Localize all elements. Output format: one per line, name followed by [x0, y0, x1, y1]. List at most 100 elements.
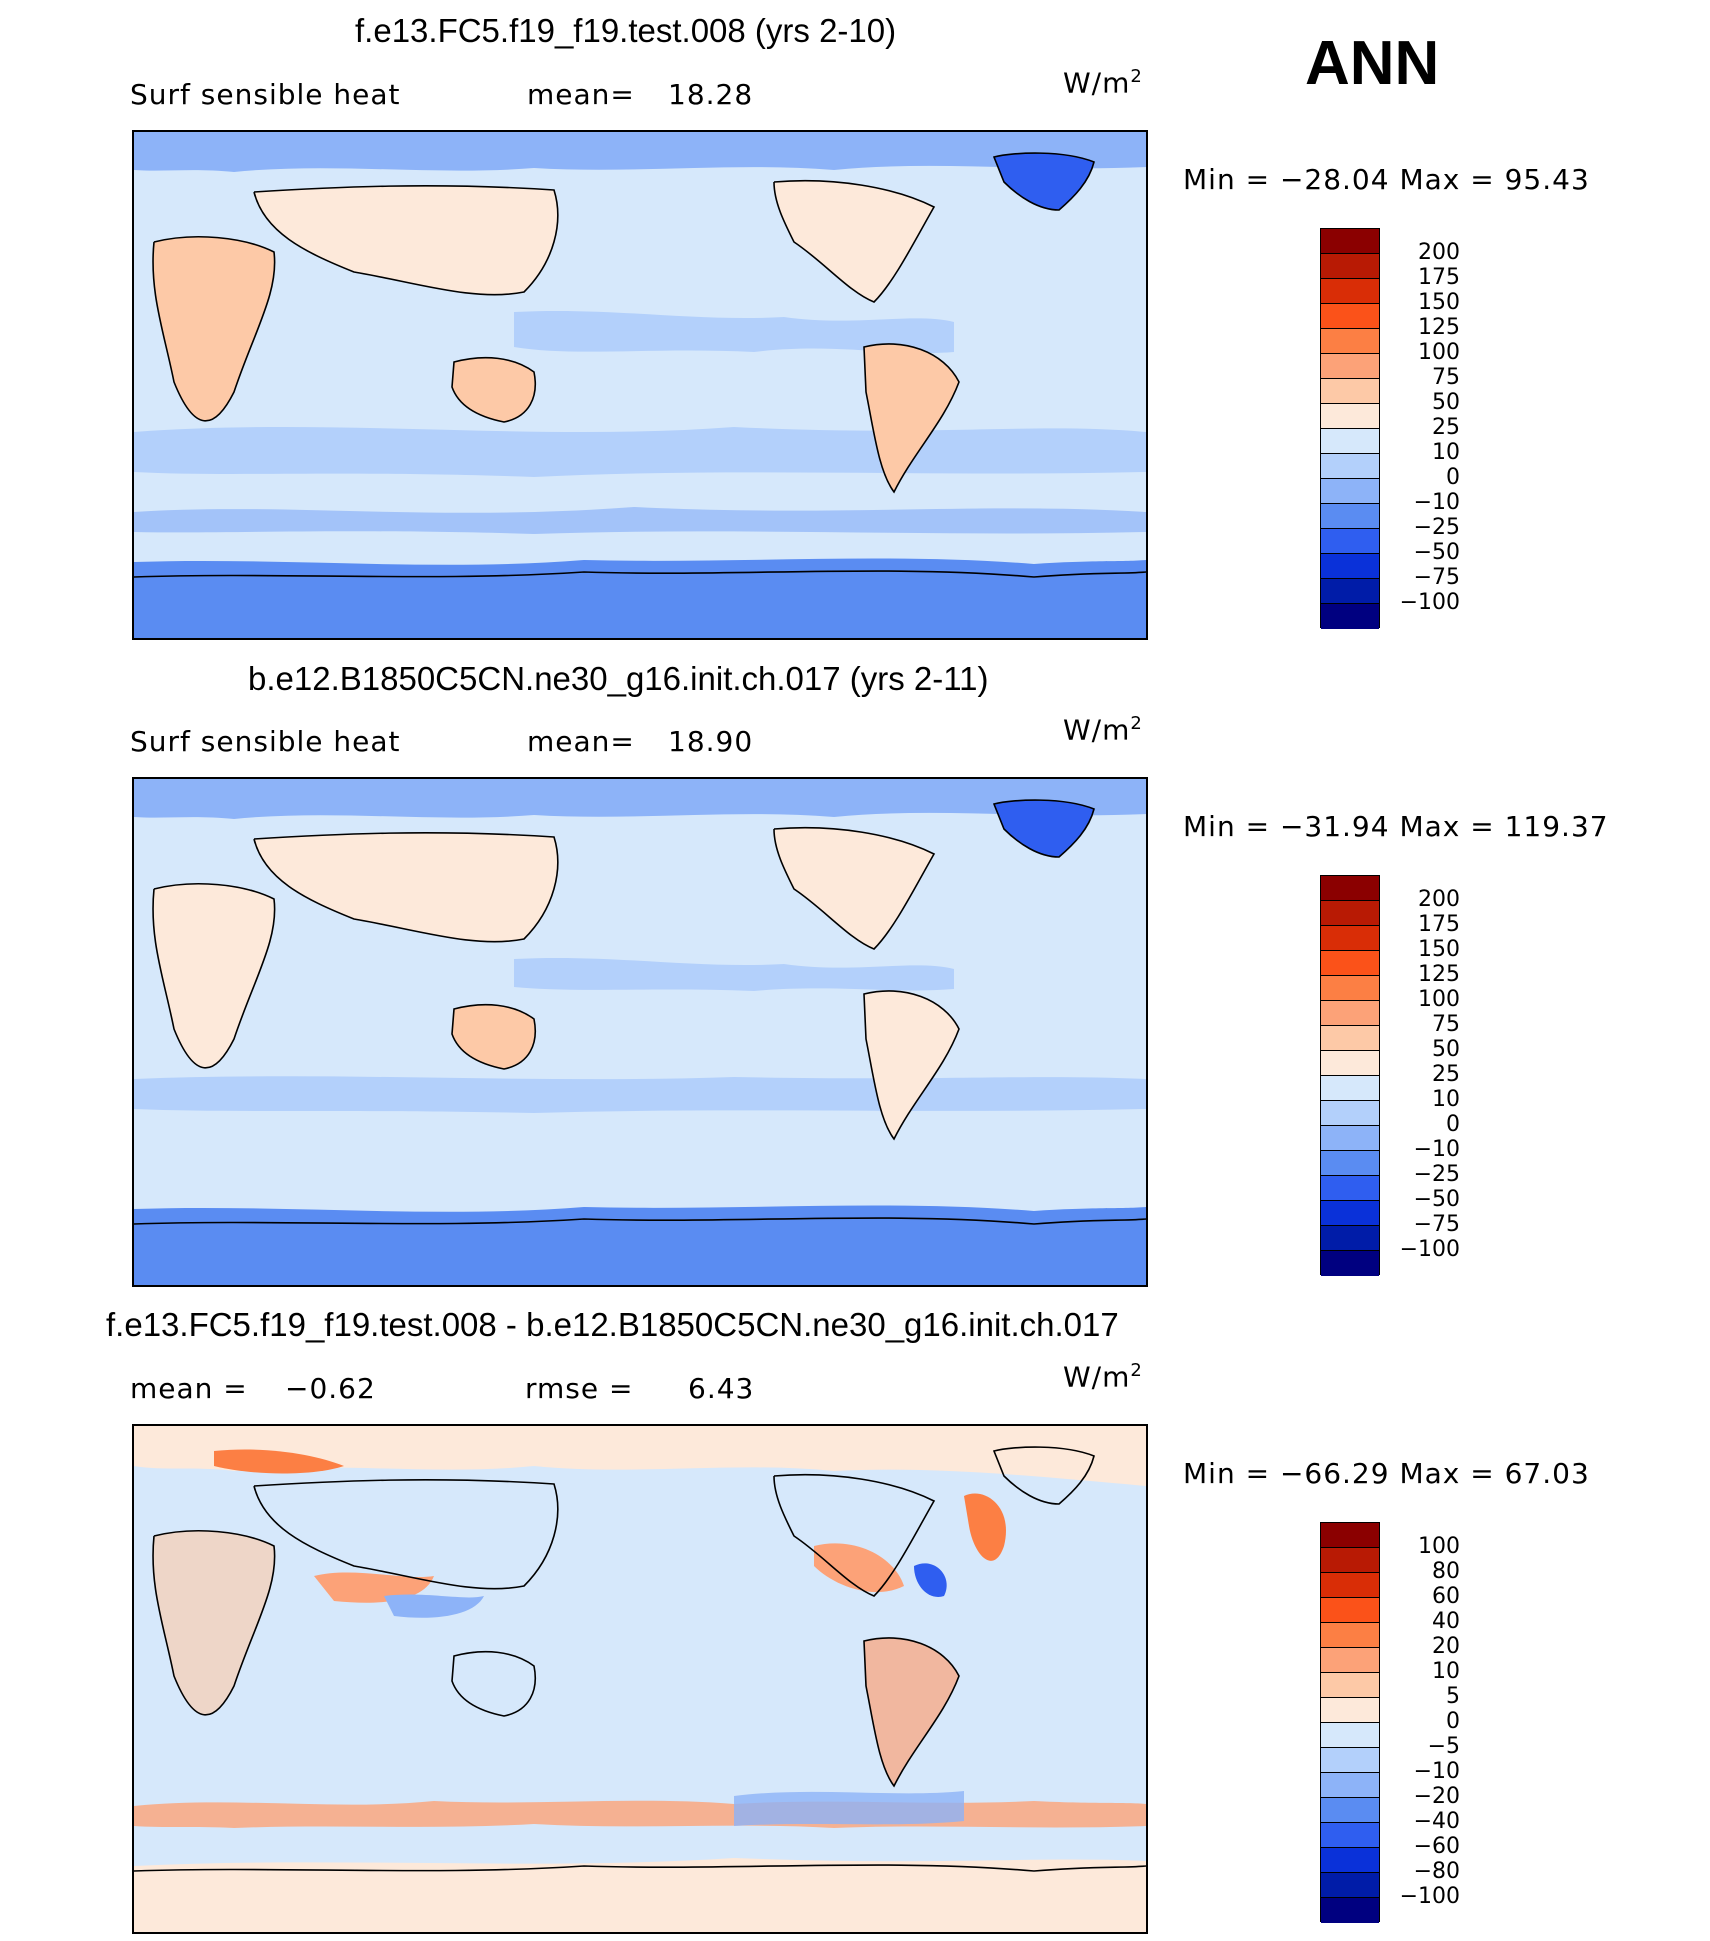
- colorbar-label: −25: [1413, 515, 1460, 540]
- panel-1-colorbar: [1320, 228, 1380, 629]
- panel-1-map-field: [134, 132, 1146, 638]
- colorbar-label: 40: [1432, 1609, 1460, 1634]
- colorbar-swatch: [1321, 1523, 1379, 1548]
- colorbar-label: 150: [1418, 290, 1460, 315]
- colorbar-swatch: [1321, 454, 1379, 479]
- colorbar-label: 50: [1432, 1037, 1460, 1062]
- colorbar-label: −80: [1413, 1859, 1460, 1884]
- colorbar-label: −25: [1413, 1162, 1460, 1187]
- panel-2-mean-label: mean=: [527, 725, 635, 758]
- panel-3-colorbar: [1320, 1522, 1380, 1923]
- colorbar-swatch: [1321, 304, 1379, 329]
- panel-2-mean-value: 18.90: [668, 725, 754, 758]
- panel-1-mean-value: 18.28: [668, 78, 754, 111]
- colorbar-label: 0: [1446, 1112, 1460, 1137]
- colorbar-swatch: [1321, 1126, 1379, 1151]
- colorbar-label: 100: [1418, 1534, 1460, 1559]
- colorbar-label: −10: [1413, 490, 1460, 515]
- colorbar-swatch: [1321, 1101, 1379, 1126]
- colorbar-swatch: [1321, 1873, 1379, 1898]
- colorbar-label: 125: [1418, 962, 1460, 987]
- panel-3-title: f.e13.FC5.f19_f19.test.008 - b.e12.B1850…: [106, 1306, 1119, 1343]
- colorbar-swatch: [1321, 554, 1379, 579]
- colorbar-label: 25: [1432, 1062, 1460, 1087]
- panel-1-units: W/m2: [1063, 66, 1143, 100]
- panel-3-rmse-label: rmse =: [525, 1372, 634, 1405]
- colorbar-swatch: [1321, 1698, 1379, 1723]
- colorbar-swatch: [1321, 926, 1379, 951]
- colorbar-label: −75: [1413, 565, 1460, 590]
- colorbar-swatch: [1321, 254, 1379, 279]
- colorbar-swatch: [1321, 1773, 1379, 1798]
- colorbar-swatch: [1321, 1823, 1379, 1848]
- colorbar-swatch: [1321, 976, 1379, 1001]
- colorbar-label: 10: [1432, 440, 1460, 465]
- colorbar-label: −100: [1399, 590, 1460, 615]
- panel-2-minmax: Min = −31.94 Max = 119.37: [1183, 810, 1609, 843]
- season-label: ANN: [1305, 29, 1440, 98]
- colorbar-swatch: [1321, 279, 1379, 304]
- colorbar-label: 200: [1418, 887, 1460, 912]
- colorbar-label: 0: [1446, 1709, 1460, 1734]
- panel-2-colorbar: [1320, 875, 1380, 1276]
- colorbar-swatch: [1321, 1051, 1379, 1076]
- colorbar-label: 100: [1418, 987, 1460, 1012]
- panel-3-map: [132, 1424, 1148, 1934]
- colorbar-label: 20: [1432, 1634, 1460, 1659]
- colorbar-label: 80: [1432, 1559, 1460, 1584]
- panel-2-map-field: [134, 779, 1146, 1285]
- colorbar-swatch: [1321, 1001, 1379, 1026]
- colorbar-label: −10: [1413, 1759, 1460, 1784]
- colorbar-label: 200: [1418, 240, 1460, 265]
- panel-1-map: [132, 130, 1148, 640]
- colorbar-swatch: [1321, 604, 1379, 629]
- colorbar-label: −40: [1413, 1809, 1460, 1834]
- colorbar-swatch: [1321, 529, 1379, 554]
- colorbar-label: −60: [1413, 1834, 1460, 1859]
- colorbar-label: −100: [1399, 1884, 1460, 1909]
- colorbar-swatch: [1321, 951, 1379, 976]
- colorbar-swatch: [1321, 1598, 1379, 1623]
- colorbar-label: −20: [1413, 1784, 1460, 1809]
- panel-2-title: b.e12.B1850C5CN.ne30_g16.init.ch.017 (yr…: [248, 660, 989, 697]
- panel-1-minmax: Min = −28.04 Max = 95.43: [1183, 163, 1590, 196]
- panel-3-mean-value: −0.62: [285, 1372, 376, 1405]
- colorbar-swatch: [1321, 1848, 1379, 1873]
- colorbar-label: −10: [1413, 1137, 1460, 1162]
- colorbar-swatch: [1321, 1673, 1379, 1698]
- colorbar-swatch: [1321, 901, 1379, 926]
- colorbar-swatch: [1321, 1898, 1379, 1923]
- colorbar-label: 10: [1432, 1087, 1460, 1112]
- colorbar-swatch: [1321, 229, 1379, 254]
- colorbar-swatch: [1321, 429, 1379, 454]
- colorbar-swatch: [1321, 1623, 1379, 1648]
- colorbar-swatch: [1321, 379, 1379, 404]
- colorbar-label: −50: [1413, 1187, 1460, 1212]
- panel-3-map-field: [134, 1426, 1146, 1932]
- colorbar-swatch: [1321, 1076, 1379, 1101]
- colorbar-label: −100: [1399, 1237, 1460, 1262]
- panel-3-rmse-value: 6.43: [688, 1372, 755, 1405]
- colorbar-swatch: [1321, 1026, 1379, 1051]
- colorbar-swatch: [1321, 479, 1379, 504]
- colorbar-swatch: [1321, 579, 1379, 604]
- colorbar-swatch: [1321, 876, 1379, 901]
- colorbar-label: 60: [1432, 1584, 1460, 1609]
- colorbar-label: 50: [1432, 390, 1460, 415]
- colorbar-swatch: [1321, 1176, 1379, 1201]
- panel-3-mean-label: mean =: [130, 1372, 248, 1405]
- colorbar-label: 5: [1446, 1684, 1460, 1709]
- colorbar-swatch: [1321, 1151, 1379, 1176]
- colorbar-label: 75: [1432, 1012, 1460, 1037]
- colorbar-swatch: [1321, 1573, 1379, 1598]
- colorbar-swatch: [1321, 1201, 1379, 1226]
- colorbar-label: −50: [1413, 540, 1460, 565]
- colorbar-swatch: [1321, 354, 1379, 379]
- colorbar-label: 100: [1418, 340, 1460, 365]
- colorbar-swatch: [1321, 1548, 1379, 1573]
- colorbar-swatch: [1321, 1723, 1379, 1748]
- panel-2-units: W/m2: [1063, 713, 1143, 747]
- panel-3-minmax: Min = −66.29 Max = 67.03: [1183, 1457, 1590, 1490]
- colorbar-label: 150: [1418, 937, 1460, 962]
- panel-2-variable-label: Surf sensible heat: [130, 725, 401, 758]
